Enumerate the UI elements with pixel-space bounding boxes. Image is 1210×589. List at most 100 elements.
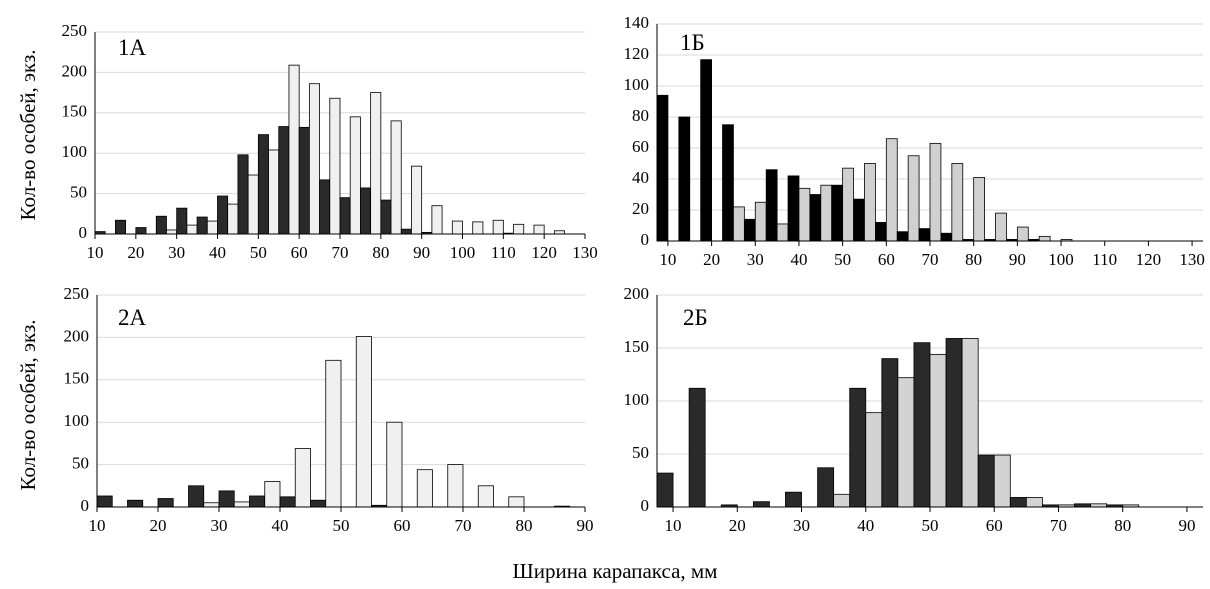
bar: [308, 83, 320, 235]
x-tick-label: 10: [89, 516, 106, 535]
bar: [227, 203, 239, 235]
panel-label: 2Б: [683, 305, 708, 330]
bar: [431, 205, 443, 235]
bar: [961, 338, 979, 508]
bar: [940, 232, 953, 242]
bar: [492, 219, 504, 235]
x-tick-label: 70: [922, 250, 939, 269]
bar: [678, 116, 691, 242]
bar: [257, 134, 269, 235]
y-tick-label: 120: [624, 44, 650, 63]
y-tick-label: 250: [64, 284, 90, 303]
y-tick-label: 40: [632, 168, 649, 187]
panel-label: 2А: [118, 305, 147, 330]
y-tick-label: 250: [62, 21, 88, 40]
panel-1a: 0 50 100 150 200 250 10 20 30 40 50 60 70 80 90 100 110 1…: [62, 21, 598, 262]
x-tick-label: 40: [272, 516, 289, 535]
x-tick-label: 20: [150, 516, 167, 535]
x-tick-label: 60: [291, 243, 308, 262]
bar: [447, 464, 464, 508]
bar: [688, 387, 706, 508]
y-tick-label: 0: [641, 230, 650, 249]
x-tick-label: 100: [450, 243, 476, 262]
bar: [360, 187, 372, 235]
bar: [416, 469, 433, 508]
bar: [339, 197, 351, 235]
x-tick-label: 90: [1178, 516, 1195, 535]
y-tick-label: 50: [632, 443, 649, 462]
bar: [787, 175, 800, 242]
bar: [533, 224, 545, 235]
bar: [842, 167, 854, 242]
bar: [913, 342, 931, 508]
bar: [249, 495, 266, 508]
bar: [508, 496, 525, 508]
x-tick-label: 10: [665, 516, 682, 535]
panel-label: 1Б: [680, 30, 705, 55]
bar: [127, 499, 144, 508]
bar: [785, 491, 802, 508]
x-tick-label: 20: [127, 243, 144, 262]
x-tick-label: 70: [1050, 516, 1067, 535]
bar: [831, 184, 844, 242]
x-tick-label: 20: [729, 516, 746, 535]
bar: [188, 485, 205, 508]
bar: [656, 472, 674, 508]
x-tick-label: 90: [413, 243, 430, 262]
x-tick-label: 60: [878, 250, 895, 269]
bar: [945, 338, 963, 508]
y-tick-label: 150: [64, 369, 90, 388]
y-tick-label: 200: [64, 326, 90, 345]
bar: [809, 194, 822, 242]
y-tick-label: 100: [62, 142, 88, 161]
bar: [247, 174, 259, 235]
bar: [865, 412, 883, 508]
bar: [817, 467, 835, 508]
bar: [733, 206, 745, 242]
x-tick-label: 70: [332, 243, 349, 262]
bar: [477, 485, 494, 508]
bar: [157, 498, 174, 508]
x-tick-label: 70: [455, 516, 472, 535]
bar: [349, 116, 361, 235]
x-tick-label: 110: [1092, 250, 1117, 269]
bar: [722, 124, 734, 242]
bar: [907, 155, 920, 242]
y-tick-label: 200: [62, 61, 88, 80]
x-tick-label: 30: [747, 250, 764, 269]
x-tick-label: 40: [857, 516, 874, 535]
x-tick-label: 50: [834, 250, 851, 269]
bar: [325, 359, 342, 508]
bar: [776, 223, 789, 242]
bar: [451, 220, 463, 235]
bar: [386, 421, 403, 508]
bar: [186, 224, 198, 235]
panel-2b: 0 50 100 150 200 10 20 30 40 50 60 70 80 90 2Б: [624, 284, 1203, 535]
bar: [656, 94, 669, 242]
x-axis-title: Ширина карапакса, мм: [513, 559, 718, 583]
x-tick-label: 40: [209, 243, 226, 262]
bar: [977, 454, 995, 508]
bar: [196, 216, 208, 235]
bar: [896, 231, 909, 242]
bar: [929, 142, 942, 242]
y-tick-label: 150: [624, 337, 650, 356]
bar: [355, 336, 372, 508]
bar: [897, 377, 915, 508]
bar: [885, 138, 898, 242]
bar: [798, 187, 811, 242]
y-axis-title-bottom: Кол-во особей, экз.: [16, 320, 40, 491]
bar: [881, 358, 899, 508]
bar: [166, 229, 178, 235]
bar: [1038, 235, 1051, 242]
bar: [951, 163, 964, 242]
bar: [115, 219, 127, 235]
bar: [96, 495, 113, 508]
bar: [288, 64, 300, 235]
x-tick-label: 40: [790, 250, 807, 269]
x-tick-label: 120: [531, 243, 557, 262]
y-tick-label: 200: [624, 284, 650, 303]
y-tick-label: 20: [632, 199, 649, 218]
x-tick-label: 80: [1114, 516, 1131, 535]
